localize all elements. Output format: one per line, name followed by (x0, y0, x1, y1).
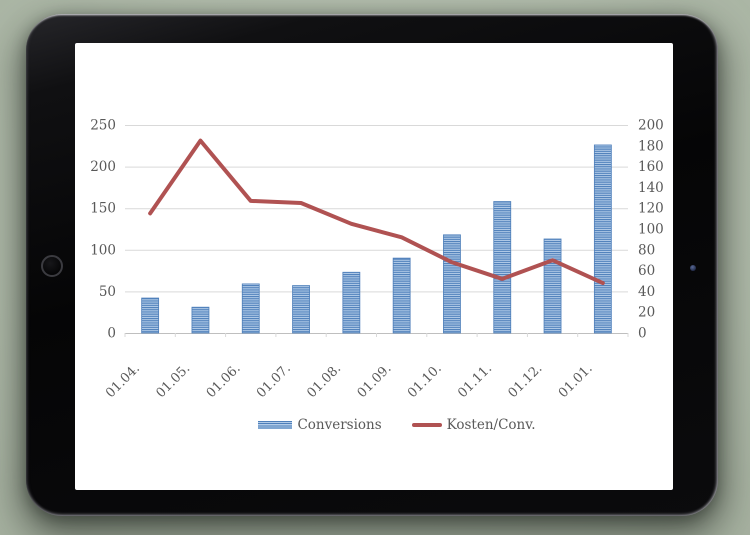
right-axis-tick-label: 100 (638, 222, 664, 238)
right-axis-tick-label: 200 (638, 118, 664, 134)
x-axis-tick-label: 01.12. (506, 361, 546, 401)
x-axis-tick-label: 01.07. (254, 361, 294, 401)
left-axis-tick-label: 100 (90, 242, 116, 258)
x-axis-tick-label: 01.09. (355, 361, 395, 401)
right-axis-tick-label: 40 (638, 284, 655, 300)
bar-01.12. (543, 238, 562, 334)
left-axis-tick-label: 250 (90, 118, 116, 134)
bar-01.10. (443, 234, 461, 334)
kosten-line-swatch-icon (411, 423, 442, 427)
x-axis-tick-label: 01.05. (153, 361, 193, 401)
legend-label-kosten: Kosten/Conv. (446, 417, 536, 433)
x-axis-tick-label: 01.10. (405, 361, 445, 401)
x-axis-tick-label: 01.04. (103, 361, 143, 401)
right-axis-tick-label: 160 (638, 159, 664, 175)
front-camera-icon (690, 265, 696, 271)
bar-01.06. (241, 283, 260, 334)
right-axis-tick-label: 140 (638, 180, 664, 196)
bar-01.11. (493, 201, 512, 334)
x-axis-tick-label: 01.06. (204, 361, 244, 401)
x-axis-tick-label: 01.08. (304, 361, 344, 401)
conversions-kosten-chart: 0 50 100 150 200 250 0 20 40 60 80 100 120 140 160 180 2… (90, 118, 664, 402)
kosten-conv-line (148, 138, 605, 286)
bar-01.05. (191, 306, 210, 334)
tablet-frame: 0 50 100 150 200 250 0 20 40 60 80 100 120 140 160 180 2… (26, 14, 718, 516)
bar-01.04. (141, 297, 160, 334)
legend-item-kosten: Kosten/Conv. (411, 417, 536, 433)
right-axis-tick-label: 20 (638, 305, 655, 321)
tablet-screen: 0 50 100 150 200 250 0 20 40 60 80 100 120 140 160 180 2… (75, 43, 673, 490)
bar-01.09. (392, 257, 411, 334)
right-axis-tick-label: 120 (638, 201, 664, 217)
x-axis-tick-label: 01.11. (455, 361, 495, 401)
home-button-icon (41, 255, 63, 277)
left-axis-tick-label: 0 (107, 326, 116, 342)
left-axis-tick-label: 200 (90, 159, 116, 175)
conversions-bar-swatch-icon (258, 421, 293, 429)
bar-01.08. (342, 271, 361, 334)
x-axis-tick-label: 01.01. (556, 361, 596, 401)
left-axis-tick-label: 50 (99, 284, 116, 300)
legend-item-conversions: Conversions (258, 417, 382, 433)
right-axis-tick-label: 180 (638, 138, 664, 154)
right-axis-tick-label: 80 (638, 242, 655, 258)
chart-legend: Conversions Kosten/Conv. (75, 417, 673, 433)
right-axis-tick-label: 60 (638, 263, 655, 279)
bar-01.07. (292, 285, 310, 334)
legend-label-conversions: Conversions (297, 417, 382, 433)
bar-01.01. (593, 144, 612, 334)
right-axis-tick-label: 0 (638, 326, 647, 342)
left-axis-tick-label: 150 (90, 201, 116, 217)
